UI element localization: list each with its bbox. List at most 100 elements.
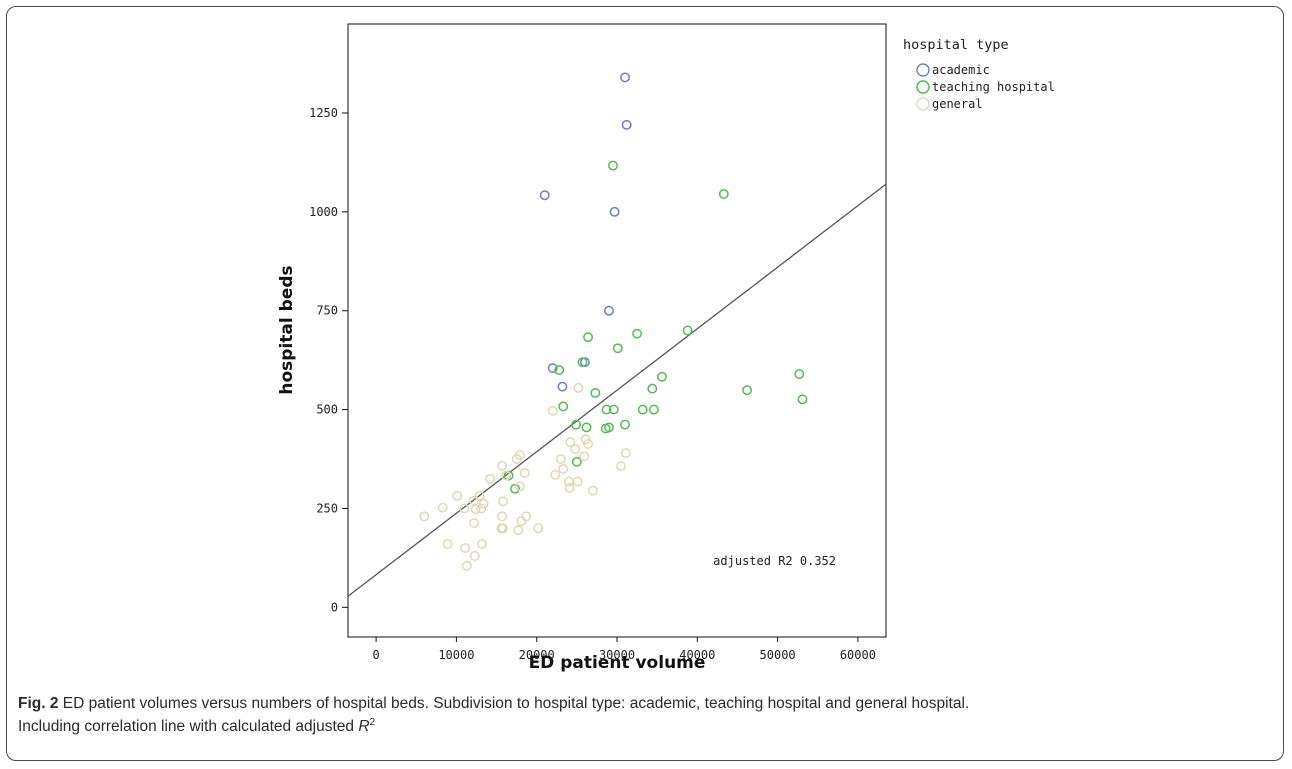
point-general <box>498 523 508 534</box>
point-academic <box>557 381 568 392</box>
point-general <box>583 439 594 449</box>
r2-annotation: adjusted R2 0.352 <box>713 554 836 568</box>
y-tick-label: 1250 <box>309 106 338 120</box>
caption-text-line1: ED patient volumes versus numbers of hos… <box>58 695 970 712</box>
legend-label-academic: academic <box>932 63 990 77</box>
point-general <box>477 539 488 550</box>
point-teaching-hospital <box>797 394 808 405</box>
x-tick-label: 50000 <box>760 648 796 662</box>
point-general <box>485 473 496 484</box>
point-general <box>514 450 525 461</box>
point-general <box>550 469 561 480</box>
point-teaching-hospital <box>558 401 569 412</box>
point-general <box>555 454 566 464</box>
x-tick-label: 30000 <box>599 648 635 662</box>
point-general <box>459 503 470 514</box>
caption-r-symbol: R <box>358 718 370 735</box>
point-general <box>437 502 448 513</box>
regression-line-group <box>347 183 887 597</box>
scatter-chart: 0 10000 20000 30000 40000 50000 60000 0 250 500 7… <box>277 23 1055 673</box>
point-teaching-hospital <box>632 328 643 339</box>
point-teaching-hospital <box>682 325 693 336</box>
point-teaching-hospital <box>718 189 729 200</box>
point-general <box>460 543 471 553</box>
point-teaching-hospital <box>657 371 667 382</box>
point-general <box>580 434 591 445</box>
x-tick-label: 40000 <box>679 648 715 662</box>
point-general <box>519 467 530 478</box>
point-general <box>513 525 524 536</box>
point-academic <box>609 206 620 217</box>
point-general <box>579 451 590 462</box>
point-teaching-hospital <box>590 388 601 398</box>
point-teaching-hospital <box>604 422 614 433</box>
point-academic <box>604 305 614 316</box>
point-general <box>470 504 481 515</box>
point-teaching-hospital <box>620 419 630 430</box>
point-general <box>497 460 508 471</box>
point-teaching-hospital <box>612 343 623 354</box>
point-general <box>565 437 576 447</box>
x-tick-label: 0 <box>372 648 379 662</box>
y-tick-label: 750 <box>316 304 338 318</box>
point-general <box>478 498 489 509</box>
point-general <box>564 482 575 493</box>
point-teaching-hospital <box>601 404 612 415</box>
y-axis-title: hospital beds <box>277 265 297 394</box>
x-tick-label: 20000 <box>519 648 555 662</box>
legend-label-teaching-hospital: teaching hospital <box>932 80 1055 94</box>
y-tick-label: 1000 <box>309 205 338 219</box>
legend-marker-teaching-hospital <box>916 80 930 94</box>
legend-items: academic teaching hospital general <box>916 63 1055 111</box>
legend-marker-general <box>916 97 930 111</box>
y-tick-label: 500 <box>316 403 338 417</box>
point-teaching-hospital <box>577 357 588 368</box>
point-academic <box>547 363 558 374</box>
point-teaching-hospital <box>583 332 594 343</box>
y-tick-label: 250 <box>316 501 338 515</box>
x-tick-label: 60000 <box>840 648 876 662</box>
point-general <box>476 503 487 514</box>
x-axis-ticks: 0 10000 20000 30000 40000 50000 60000 <box>372 637 876 662</box>
point-academic <box>539 190 550 201</box>
point-general <box>620 448 631 459</box>
x-tick-label: 10000 <box>438 648 474 662</box>
caption-r-superscript: 2 <box>369 716 376 728</box>
point-teaching-hospital <box>608 404 619 415</box>
point-teaching-hospital <box>647 383 658 394</box>
y-tick-label: 0 <box>331 600 338 614</box>
x-axis-title: ED patient volume <box>529 653 706 673</box>
point-teaching-hospital <box>637 404 648 415</box>
legend: hospital type academic teaching hospital g… <box>903 37 1055 111</box>
point-general <box>572 476 583 487</box>
legend-marker-academic <box>916 63 930 77</box>
point-general <box>501 470 512 481</box>
point-academic <box>621 119 632 130</box>
point-general <box>442 539 453 550</box>
point-general <box>497 511 508 522</box>
point-general <box>558 463 569 474</box>
caption-text-line2: Including correlation line with calculat… <box>18 718 359 735</box>
point-general <box>469 518 480 529</box>
point-general <box>573 382 584 393</box>
point-general <box>461 560 472 571</box>
point-general <box>533 523 544 534</box>
point-teaching-hospital <box>571 456 582 467</box>
point-general <box>474 490 485 501</box>
point-teaching-hospital <box>608 160 618 171</box>
data-points-group <box>419 72 808 571</box>
point-general <box>587 485 598 496</box>
point-academic <box>620 72 630 83</box>
point-general <box>516 516 527 527</box>
figure-caption: Fig. 2 ED patient volumes versus numbers… <box>18 692 1268 738</box>
point-general <box>570 444 581 455</box>
point-teaching-hospital <box>794 369 805 379</box>
regression-line <box>347 183 887 597</box>
point-general <box>469 550 480 561</box>
point-general <box>452 490 463 501</box>
point-teaching-hospital <box>581 422 592 433</box>
point-teaching-hospital <box>742 385 753 396</box>
point-teaching-hospital <box>554 365 565 375</box>
caption-label: Fig. 2 <box>18 695 59 712</box>
point-teaching-hospital <box>571 419 581 430</box>
